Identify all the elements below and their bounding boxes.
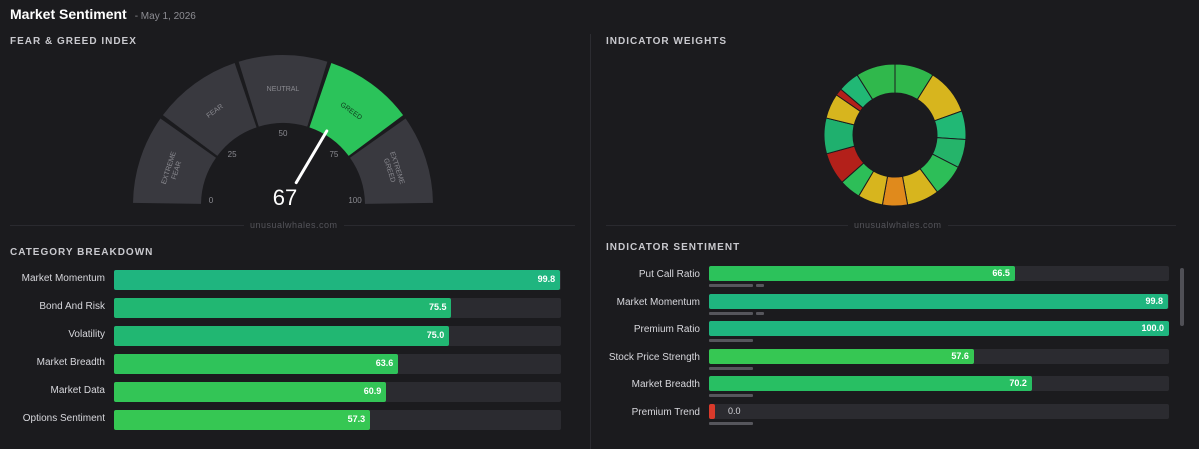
weights-watermark: unusualwhales.com [848, 220, 948, 230]
indicator-weight-bar [709, 311, 753, 315]
gauge-segment-label: NEUTRAL [267, 86, 300, 93]
indicator-bar-fill: 99.8 [709, 293, 1169, 309]
indicator-bar-track: 99.8 [709, 293, 1169, 309]
category-breakdown-title: CATEGORY BREAKDOWN [10, 247, 154, 258]
indicator-label: Market Breadth [631, 379, 700, 390]
page-header: Market Sentiment - May 1, 2026 [10, 6, 196, 28]
indicator-row[interactable]: Stock Price Strength 57.6 [596, 348, 1176, 375]
fear-greed-title: FEAR & GREED INDEX [10, 36, 137, 47]
category-bar-fill: 60.9 [114, 382, 387, 402]
page-title: Market Sentiment [10, 6, 127, 22]
gauge-segment-extreme-fear [133, 118, 216, 204]
category-bar-track: 99.8 [114, 270, 561, 290]
indicator-sentiment-title: INDICATOR SENTIMENT [606, 242, 741, 253]
category-bar-track: 63.6 [114, 354, 561, 374]
indicator-bar-fill: 70.2 [709, 376, 1032, 391]
indicator-bar-track: 66.5 [709, 266, 1169, 281]
gauge-value: 67 [273, 185, 297, 210]
category-bar-fill: 57.3 [114, 410, 371, 430]
category-row[interactable]: Options Sentiment 57.3 [0, 410, 565, 430]
indicator-value: 70.2 [1009, 378, 1027, 388]
gauge-segment-fear [162, 63, 257, 156]
indicator-row[interactable]: Market Momentum 99.8 [596, 293, 1176, 320]
category-bar-track: 60.9 [114, 382, 561, 402]
category-label: Market Momentum [21, 273, 105, 284]
indicator-bar-fill [709, 403, 715, 419]
category-row[interactable]: Bond And Risk 75.5 [0, 298, 565, 318]
gauge-needle [294, 129, 329, 185]
category-bar-fill: 99.8 [114, 270, 561, 290]
gauge-tick-label: 50 [279, 129, 288, 138]
category-row[interactable]: Market Momentum 99.8 [0, 270, 565, 290]
indicator-row[interactable]: Premium Trend 0.0 [596, 403, 1176, 430]
indicator-weight-bar [709, 284, 753, 287]
scrollbar[interactable] [1180, 268, 1184, 326]
indicator-weight-bar [709, 366, 753, 370]
category-value: 75.0 [426, 330, 445, 340]
indicator-value: 0.0 [728, 405, 741, 416]
indicator-bar-track: 57.6 [709, 348, 1169, 364]
indicator-row[interactable]: Premium Ratio 100.0 [596, 321, 1176, 347]
category-bar-fill: 63.6 [114, 354, 399, 374]
indicator-bar-track: 0.0 [709, 403, 1169, 419]
category-value: 63.6 [375, 358, 394, 368]
gauge-watermark: unusualwhales.com [244, 220, 344, 230]
indicator-bar-fill: 66.5 [709, 266, 1015, 281]
page-date: - May 1, 2026 [134, 11, 196, 22]
gauge-segment-neutral [238, 54, 328, 127]
category-row[interactable]: Market Data 60.9 [0, 382, 565, 402]
indicator-row[interactable]: Put Call Ratio 66.5 [596, 266, 1176, 292]
category-label: Market Data [50, 385, 105, 396]
category-bar-track: 75.0 [114, 326, 561, 346]
category-label: Volatility [68, 329, 105, 340]
indicator-weights-donut [823, 63, 967, 207]
indicator-value: 99.8 [1145, 295, 1164, 306]
indicator-value: 66.5 [992, 268, 1010, 278]
category-value: 75.5 [428, 302, 447, 312]
category-value: 57.3 [347, 414, 366, 424]
gauge-tick-label: 0 [209, 196, 214, 205]
category-label: Market Breadth [36, 357, 105, 368]
indicator-weight-bar [709, 394, 753, 397]
category-label: Bond And Risk [39, 301, 105, 312]
fear-greed-gauge: EXTREMEFEARFEARNEUTRALGREEDEXTREMEGREED … [133, 54, 433, 210]
indicator-row[interactable]: Market Breadth 70.2 [596, 376, 1176, 402]
indicator-label: Stock Price Strength [608, 351, 700, 363]
gauge-tick-label: 25 [228, 150, 237, 159]
gauge-tick-label: 75 [329, 150, 338, 159]
indicator-weight-bar-extra [756, 284, 764, 287]
indicator-bar-fill: 57.6 [709, 348, 974, 364]
category-bar-track: 57.3 [114, 410, 561, 430]
indicator-value: 57.6 [951, 350, 969, 361]
gauge-segment-greed [309, 63, 404, 156]
indicator-label: Premium Ratio [633, 324, 700, 335]
category-bar-track: 75.5 [114, 298, 561, 318]
category-row[interactable]: Market Breadth 63.6 [0, 354, 565, 374]
indicator-bar-fill: 100.0 [709, 321, 1169, 336]
category-label: Options Sentiment [22, 413, 105, 424]
category-value: 60.9 [363, 386, 382, 396]
indicator-value: 100.0 [1141, 323, 1164, 333]
indicator-weight-bar [709, 339, 753, 342]
category-bar-fill: 75.0 [114, 326, 450, 346]
indicator-bar-track: 100.0 [709, 321, 1169, 336]
indicator-bar-track: 70.2 [709, 376, 1169, 391]
indicator-weights-title: INDICATOR WEIGHTS [606, 36, 728, 47]
category-row[interactable]: Volatility 75.0 [0, 326, 565, 346]
donut-slice[interactable] [856, 63, 896, 101]
indicator-weight-bar-extra [756, 311, 764, 315]
indicator-label: Premium Trend [631, 406, 700, 418]
category-bar-fill: 75.5 [114, 298, 452, 318]
indicator-label: Put Call Ratio [638, 269, 700, 280]
indicator-label: Market Momentum [616, 296, 700, 308]
gauge-segment-extreme-greed [350, 118, 433, 204]
category-value: 99.8 [537, 274, 556, 284]
gauge-tick-label: 100 [348, 196, 362, 205]
column-divider [590, 34, 591, 449]
indicator-weight-bar [709, 421, 753, 425]
